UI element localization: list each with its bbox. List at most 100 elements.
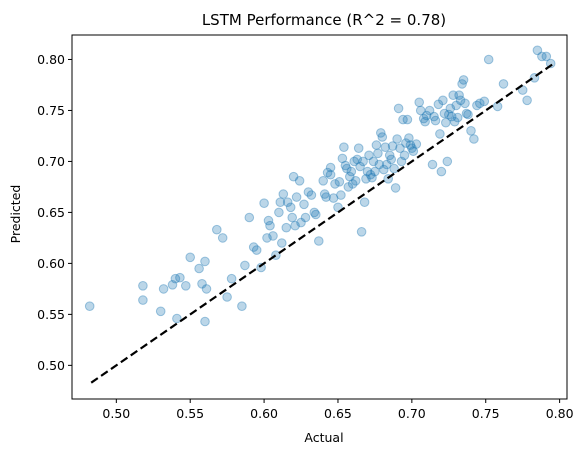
scatter-point [364, 150, 374, 161]
scatter-point [321, 192, 331, 202]
scatter-point [381, 159, 392, 170]
scatter-point [200, 256, 210, 267]
scatter-point [319, 189, 330, 199]
scatter-point [463, 109, 473, 120]
scatter-point [444, 109, 454, 120]
scatter-point [314, 236, 324, 246]
x-axis-ticks: 0.50 0.55 0.60 0.65 0.70 0.75 0.80 [102, 399, 574, 421]
scatter-point [356, 227, 367, 237]
scatter-point [537, 51, 547, 62]
scatter-point [395, 143, 405, 153]
scatter-point [392, 134, 402, 144]
scatter-point [438, 95, 448, 106]
scatter-point [309, 207, 320, 218]
scatter-point [201, 284, 212, 294]
x-tick-label: 0.80 [546, 406, 574, 421]
scatter-point [376, 128, 386, 138]
scatter-point [296, 217, 306, 228]
scatter-point [398, 114, 408, 125]
scatter-point [265, 220, 275, 231]
scatter-point [458, 75, 469, 85]
y-axis-label: Predicted [8, 185, 23, 244]
scatter-point [414, 97, 425, 108]
scatter-point [401, 138, 411, 148]
scatter-point [390, 183, 401, 193]
scatter-point [281, 222, 292, 233]
x-tick-label: 0.75 [472, 406, 500, 421]
scatter-point [427, 159, 438, 170]
x-tick-label: 0.50 [102, 406, 130, 421]
scatter-point [384, 150, 395, 161]
scatter-point [138, 281, 148, 291]
scatter-point [175, 272, 185, 283]
plot-area-frame [71, 34, 568, 400]
scatter-point [455, 95, 466, 106]
scatter-point [433, 99, 444, 110]
scatter-point [330, 179, 340, 189]
scatter-point [263, 215, 274, 226]
scatter-point [336, 190, 346, 200]
scatter-point [299, 199, 309, 210]
scatter-point [439, 108, 450, 119]
scatter-point [337, 153, 348, 164]
scatter-point [380, 142, 391, 152]
scatter-point [389, 163, 399, 174]
scatter-point [325, 169, 336, 180]
scatter-point [368, 156, 379, 167]
scatter-point [277, 238, 287, 248]
scatter-point [268, 231, 278, 241]
scatter-point [288, 171, 299, 182]
scatter-point [170, 273, 181, 284]
scatter-point [365, 169, 376, 180]
x-tick-label: 0.60 [250, 406, 278, 421]
scatter-point [322, 167, 333, 178]
scatter-point [436, 166, 447, 177]
scatter-point [306, 190, 317, 200]
scatter-point [435, 129, 445, 139]
scatter-point [532, 45, 543, 56]
scatter-point [311, 209, 321, 220]
scatter-point [259, 198, 269, 208]
scatter-point [287, 212, 298, 223]
scatter-point [522, 95, 532, 106]
scatter-point [217, 233, 228, 243]
y-tick-label: 0.75 [37, 103, 65, 118]
scatter-point [197, 279, 207, 289]
scatter-point [167, 280, 178, 290]
scatter-point [541, 51, 552, 62]
scatter-point [452, 112, 463, 123]
scatter-point [373, 148, 383, 159]
scatter-point [379, 164, 389, 175]
scatter-point [402, 114, 413, 125]
scatter-point [405, 140, 416, 150]
scatter-point [466, 126, 476, 136]
scatter-point [353, 143, 364, 153]
scatter-point [362, 166, 373, 177]
scatter-point [371, 140, 382, 150]
x-tick-label: 0.55 [176, 406, 204, 421]
scatter-point [339, 142, 349, 152]
scatter-point [181, 281, 191, 291]
scatter-point [430, 115, 441, 126]
scatter-point [377, 132, 388, 142]
scatter-point [172, 313, 182, 324]
chart-title: LSTM Performance (R^2 = 0.78) [202, 11, 446, 29]
scatter-point [352, 154, 363, 165]
scatter-point [342, 163, 352, 174]
scatter-point [282, 197, 293, 207]
scatter-point [442, 156, 453, 167]
scatter-point [347, 179, 358, 189]
scatter-point [222, 292, 232, 302]
scatter-point [545, 58, 556, 69]
y-tick-label: 0.50 [37, 358, 65, 373]
y-tick-label: 0.70 [37, 154, 65, 169]
scatter-point [358, 156, 368, 167]
scatter-point [407, 143, 417, 153]
scatter-point [498, 79, 509, 89]
scatter-point [420, 116, 430, 127]
scatter-point [445, 103, 456, 114]
scatter-point [367, 172, 377, 183]
scatter-point [472, 100, 482, 111]
scatter-point [158, 284, 169, 294]
